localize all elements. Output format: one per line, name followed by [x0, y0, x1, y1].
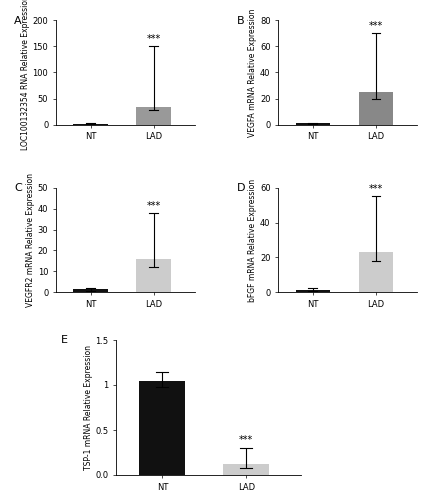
Text: ***: ***	[147, 34, 161, 43]
Bar	[223, 464, 270, 475]
Bar	[136, 259, 171, 292]
Text: ***: ***	[369, 184, 383, 194]
Y-axis label: bFGF mRNA Relative Expression: bFGF mRNA Relative Expression	[248, 178, 257, 302]
Bar	[139, 380, 185, 475]
Y-axis label: VEGFA mRNA Relative Expression: VEGFA mRNA Relative Expression	[248, 8, 257, 136]
Bar	[295, 124, 330, 125]
Text: C: C	[14, 184, 22, 194]
Text: ***: ***	[239, 436, 254, 446]
Y-axis label: TSP-1 mRNA Relative Expression: TSP-1 mRNA Relative Expression	[83, 345, 92, 470]
Text: ***: ***	[147, 200, 161, 210]
Text: A: A	[14, 16, 22, 26]
Text: B: B	[237, 16, 244, 26]
Text: D: D	[237, 184, 245, 194]
Text: ***: ***	[369, 21, 383, 31]
Bar	[359, 252, 393, 292]
Bar	[136, 108, 171, 125]
Text: E: E	[61, 334, 68, 344]
Bar	[295, 290, 330, 292]
Y-axis label: VEGFR2 mRNA Relative Expression: VEGFR2 mRNA Relative Expression	[26, 173, 35, 307]
Bar	[73, 124, 108, 125]
Bar	[359, 92, 393, 125]
Y-axis label: LOC100132354 RNA Relative Expression: LOC100132354 RNA Relative Expression	[21, 0, 30, 150]
Bar	[73, 289, 108, 292]
